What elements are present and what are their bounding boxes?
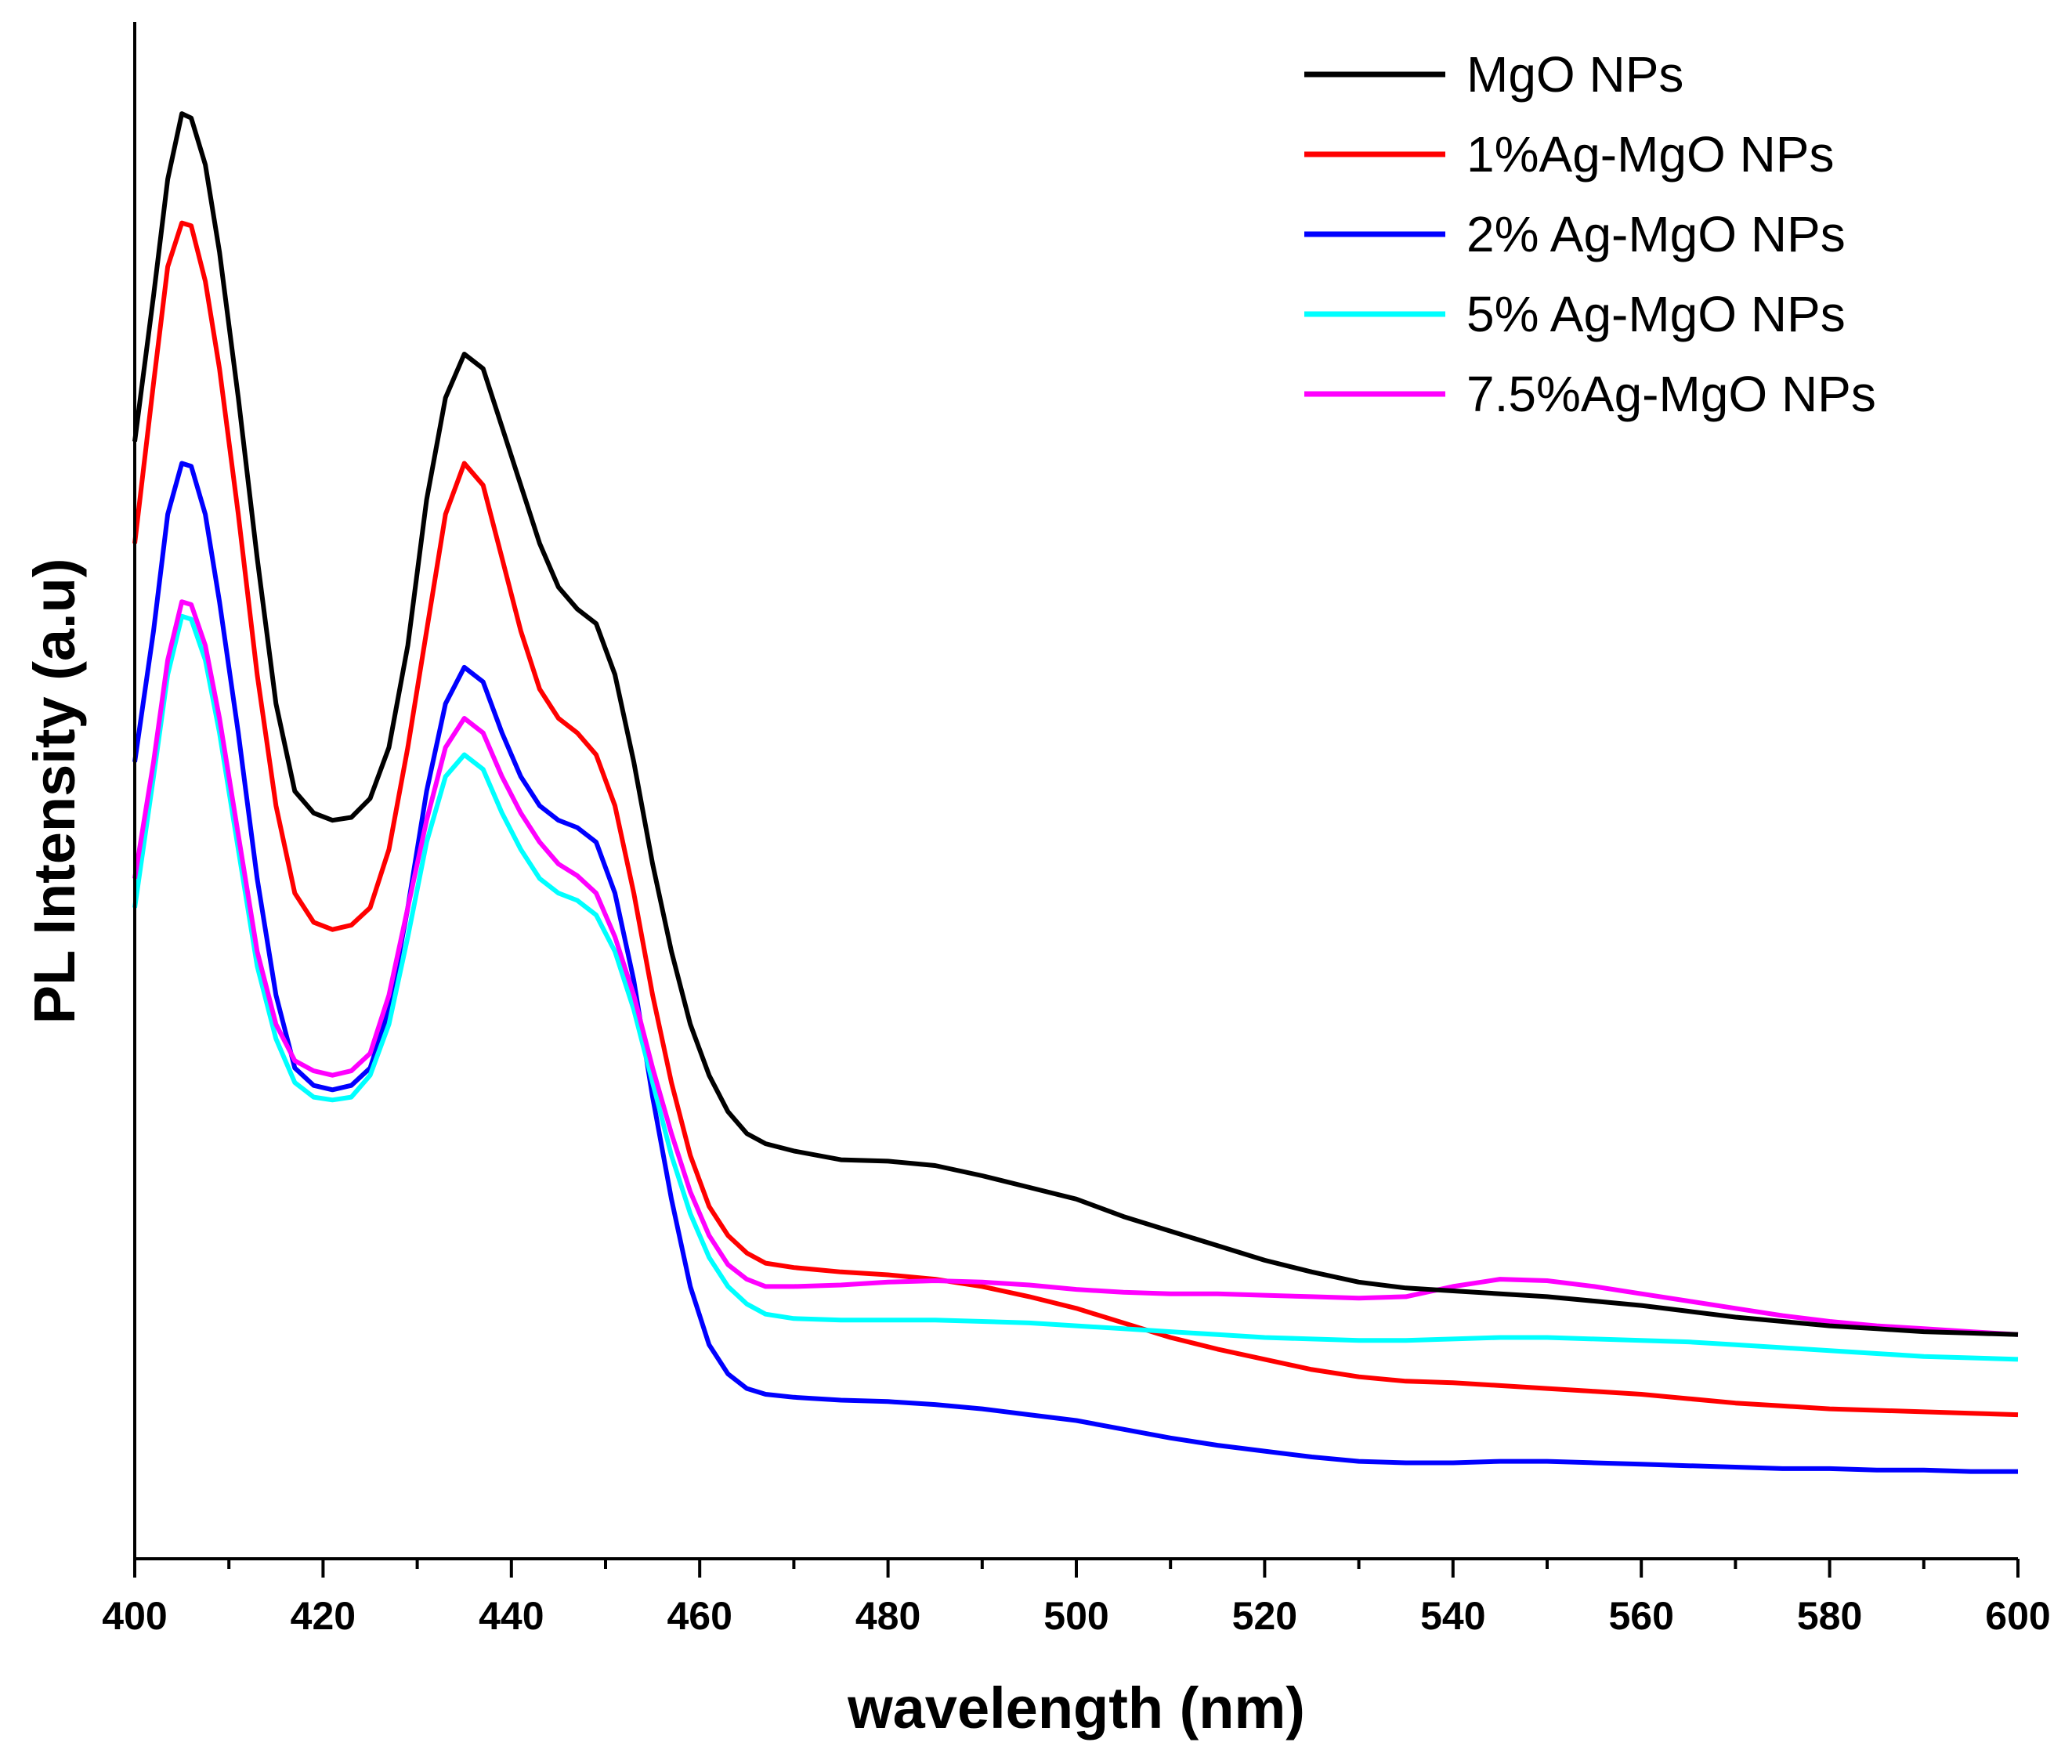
x-axis-title: wavelength (nm): [847, 1675, 1305, 1741]
series-line-4: [132, 613, 2019, 1362]
y-axis-title: PL Intensity (a.u): [22, 558, 87, 1025]
x-tick-label: 440: [479, 1594, 544, 1638]
legend-label-1: MgO NPs: [1466, 46, 1683, 103]
series-line-3: [132, 461, 2018, 1474]
series-line-2: [132, 220, 2019, 1418]
series-line-1: [132, 111, 2019, 1337]
legend-label-4: 5% Ag-MgO NPs: [1466, 286, 1846, 342]
x-tick-label: 420: [291, 1594, 356, 1638]
x-tick-label: 520: [1232, 1594, 1297, 1638]
x-tick-label: 580: [1797, 1594, 1862, 1638]
legend: MgO NPs 1%Ag-MgO NPs 2% Ag-MgO NPs 5% Ag-Mg…: [1304, 46, 1876, 422]
x-tick-label: 460: [667, 1594, 732, 1638]
x-tick-label: 560: [1608, 1594, 1673, 1638]
series-layer: [132, 111, 2019, 1474]
x-tick-label: 480: [855, 1594, 920, 1638]
legend-label-5: 7.5%Ag-MgO NPs: [1466, 366, 1876, 422]
x-tick-label: 540: [1420, 1594, 1485, 1638]
series-line-5: [132, 599, 2019, 1337]
legend-label-2: 1%Ag-MgO NPs: [1466, 126, 1834, 183]
x-tick-label: 400: [102, 1594, 167, 1638]
ticks-layer: 400 420 440 460 480 500 520 540 560 580 600: [102, 1559, 2051, 1638]
legend-label-3: 2% Ag-MgO NPs: [1466, 206, 1846, 262]
x-tick-label: 500: [1043, 1594, 1108, 1638]
x-tick-label: 600: [1985, 1594, 2050, 1638]
